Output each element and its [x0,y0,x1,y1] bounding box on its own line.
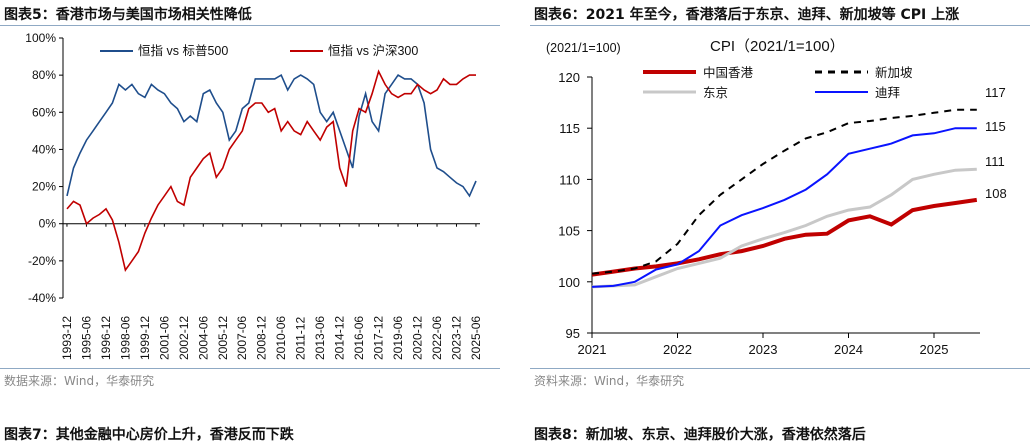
y-tick-label: 40% [32,142,56,156]
divider [0,368,500,369]
end-value-label: 115 [985,119,1006,134]
x-tick-label: 2011-12 [294,317,308,360]
x-tick-label: 2005-12 [216,316,230,360]
divider [530,25,1030,26]
x-tick-label: 2007-06 [235,316,249,360]
legend-label: 新加坡 [875,65,913,80]
y-tick-label: 100% [25,31,56,45]
x-tick-label: 2002-12 [177,316,191,360]
legend-label: 东京 [703,86,728,100]
x-tick-label: 2010-06 [274,316,288,360]
series-line [66,69,476,273]
y-tick-label: 105 [558,224,580,239]
x-tick-label: 2020-12 [411,316,425,360]
x-tick-label: 1993-12 [60,316,74,360]
x-tick-label: 2025-06 [469,316,483,360]
y-tick-label: 60% [32,105,56,119]
chart-title: CPI（2021/1=100） [710,38,845,55]
legend-label: 迪拜 [875,86,900,100]
x-tick-label: 2019-06 [391,316,405,360]
legend-label: 恒指 vs 沪深300 [328,43,418,58]
x-tick-label: 2008-12 [255,316,269,360]
fig8-title: 图表8：新加坡、东京、迪拜股价大涨，香港依然落后 [534,427,866,443]
x-tick-label: 1995-06 [79,316,93,360]
series-line [591,197,978,277]
series-line [591,167,977,289]
fig5-source: 数据来源：Wind，华泰研究 [4,374,155,388]
x-tick-label: 1996-12 [99,316,113,360]
y-axis-unit: (2021/1=100) [546,41,621,55]
x-tick-label: 2023-12 [449,316,463,360]
divider [0,25,500,26]
x-tick-label: 2016-06 [352,316,366,360]
y-tick-label: 120 [558,70,580,85]
end-value-label: 117 [985,85,1006,100]
fig6-source: 资料来源：Wind，华泰研究 [534,374,685,388]
series-line [591,127,977,288]
x-tick-label: 2013-06 [313,316,327,360]
divider [530,368,1030,369]
x-tick-label: 2004-06 [196,316,210,360]
x-tick-label: 2017-12 [372,316,386,360]
fig6-title: 图表6：2021 年至今，香港落后于东京、迪拜、新加坡等 CPI 上涨 [534,7,960,23]
legend-label: 中国香港 [703,65,754,80]
fig5-title: 图表5：香港市场与美国市场相关性降低 [4,7,252,23]
y-tick-label: 0% [39,217,57,231]
end-value-label: 108 [985,186,1007,201]
series-line [591,108,977,275]
x-tick-label: 2022 [663,342,692,357]
x-tick-label: 2023 [749,342,778,357]
y-tick-label: 95 [566,326,580,341]
end-value-label: 111 [985,154,1005,169]
x-tick-label: 2025 [920,342,949,357]
y-tick-label: 20% [32,180,56,194]
fig7-title: 图表7：其他金融中心房价上升，香港反而下跌 [4,427,294,443]
y-tick-label: 110 [559,172,580,187]
x-tick-label: 2001-06 [157,316,171,360]
series-line [66,73,477,198]
x-tick-label: 2024 [834,342,863,357]
x-tick-label: 1998-06 [118,316,132,360]
x-tick-label: 1999-12 [138,316,152,360]
y-tick-label: 100 [558,275,580,290]
legend-label: 恒指 vs 标普500 [138,43,228,58]
y-tick-label: 80% [32,68,56,82]
y-tick-label: -20% [28,254,56,268]
y-tick-label: -40% [28,291,56,305]
y-tick-label: 115 [559,121,580,136]
x-tick-label: 2021 [578,342,607,357]
x-tick-label: 2022-06 [430,316,444,360]
x-tick-label: 2014-12 [333,316,347,360]
